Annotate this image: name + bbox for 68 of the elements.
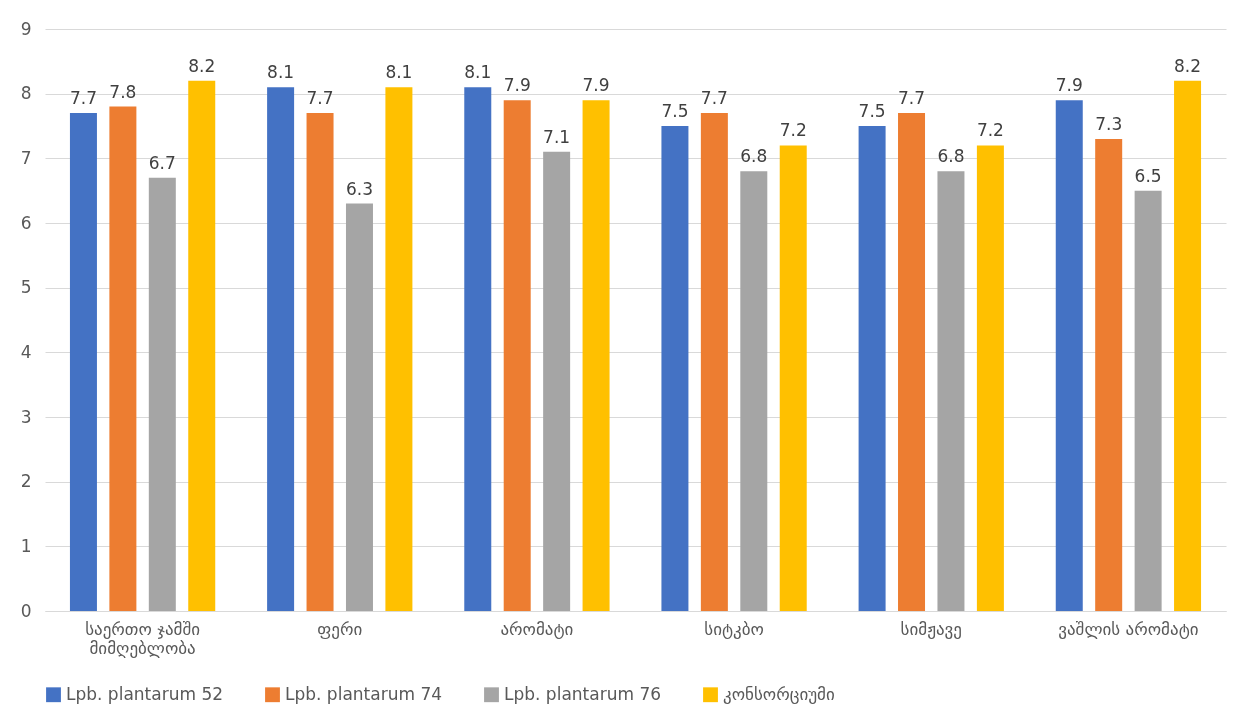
y-tick-label: 7 — [20, 147, 32, 168]
legend-label: Lpb. plantarum 76 — [504, 683, 662, 704]
bar — [345, 203, 373, 611]
bar — [69, 113, 97, 611]
bar — [267, 87, 295, 611]
data-label: 8.2 — [1174, 55, 1202, 76]
data-label: 7.7 — [306, 88, 334, 109]
data-label: 6.8 — [937, 146, 965, 167]
data-label: 6.5 — [1134, 165, 1162, 186]
legend-label: Lpb. plantarum 52 — [66, 683, 224, 704]
data-label: 8.2 — [188, 55, 216, 76]
data-label: 8.1 — [385, 62, 413, 83]
bar — [1134, 190, 1162, 611]
data-label: 7.7 — [898, 88, 926, 109]
legend-label: Lpb. plantarum 74 — [285, 683, 443, 704]
data-label: 7.9 — [503, 75, 531, 96]
bar — [582, 100, 610, 611]
data-label: 7.8 — [109, 81, 137, 102]
y-tick-label: 5 — [20, 277, 32, 298]
data-label: 7.9 — [582, 75, 610, 96]
data-label: 7.2 — [976, 120, 1004, 141]
data-label: 8.1 — [464, 62, 492, 83]
data-label: 8.1 — [267, 62, 295, 83]
x-tick-label: სიტკბო — [704, 618, 764, 639]
y-tick-label: 8 — [20, 83, 32, 104]
bar — [503, 100, 531, 611]
y-tick-label: 3 — [20, 406, 32, 427]
x-tick-label: საერთო ჯამში მიმღებლობა — [85, 618, 201, 658]
bar — [661, 126, 689, 611]
bar — [385, 87, 413, 611]
bar — [976, 145, 1004, 611]
data-label: 7.3 — [1095, 113, 1123, 134]
y-tick-label: 1 — [20, 535, 32, 556]
x-tick-label: ფერი — [317, 618, 363, 639]
data-label: 7.1 — [543, 126, 571, 147]
data-label: 7.7 — [69, 88, 97, 109]
bar — [779, 145, 807, 611]
y-tick-label: 9 — [20, 18, 32, 39]
data-label: 7.2 — [779, 120, 807, 141]
legend-label: კონსორციუმი — [723, 683, 835, 704]
bar — [306, 113, 334, 611]
x-tick-label: ვაშლის არომატი — [1058, 618, 1199, 639]
bar — [858, 126, 886, 611]
y-tick-label: 0 — [20, 600, 32, 621]
data-label: 6.8 — [740, 146, 768, 167]
bar — [464, 87, 492, 611]
bar — [1095, 138, 1123, 611]
data-label: 6.7 — [148, 152, 176, 173]
data-label: 7.9 — [1055, 75, 1083, 96]
bar — [1174, 80, 1202, 611]
data-label: 7.7 — [700, 88, 728, 109]
data-label: 6.3 — [345, 178, 373, 199]
x-tick-label: სიმჟავე — [900, 618, 962, 639]
bar — [188, 80, 216, 611]
bar — [109, 106, 137, 611]
y-tick-label: 6 — [20, 212, 32, 233]
bar — [543, 151, 571, 611]
bar — [1055, 100, 1083, 611]
bar — [898, 113, 926, 611]
bar — [740, 171, 768, 611]
bar — [937, 171, 965, 611]
y-tick-label: 4 — [20, 341, 32, 362]
x-tick-label: არომატი — [500, 618, 574, 639]
bar — [148, 177, 176, 611]
data-label: 7.5 — [661, 101, 689, 121]
bar — [700, 113, 728, 611]
data-label: 7.5 — [858, 101, 886, 121]
y-tick-label: 2 — [20, 471, 32, 492]
